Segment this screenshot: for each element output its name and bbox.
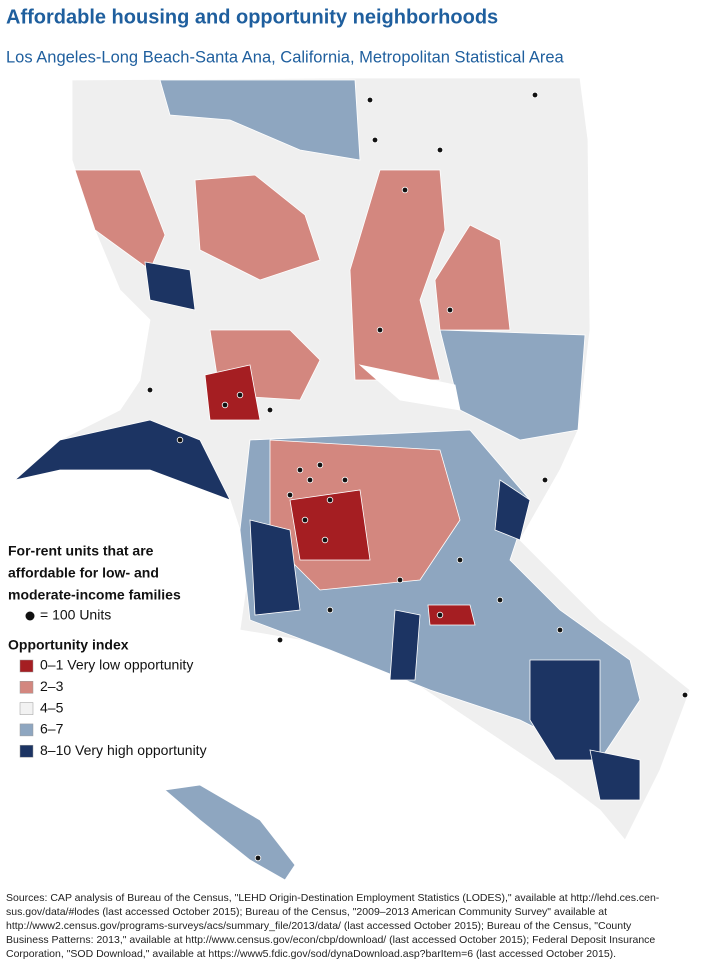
legend-title: For-rent units that are bbox=[8, 543, 154, 559]
legend-label: 0–1 Very low opportunity bbox=[40, 657, 193, 673]
legend-label: 6–7 bbox=[40, 721, 64, 737]
region bbox=[159, 79, 361, 161]
source-line: http://www2.census.gov/programs-surveys/… bbox=[6, 920, 632, 932]
legend-title: moderate-income families bbox=[8, 587, 181, 603]
map bbox=[13, 77, 691, 881]
sources: Sources: CAP analysis of Bureau of the C… bbox=[6, 892, 660, 960]
region bbox=[494, 479, 531, 541]
legend-swatch bbox=[19, 723, 34, 737]
title: Affordable housing and opportunity neigh… bbox=[6, 6, 498, 28]
unit-dots bbox=[146, 91, 689, 862]
region bbox=[74, 169, 166, 271]
dot-symbol bbox=[25, 611, 35, 621]
legend-swatch bbox=[19, 702, 34, 715]
region bbox=[289, 489, 371, 561]
region bbox=[249, 519, 301, 616]
index-title: Opportunity index bbox=[8, 637, 129, 653]
source-line: sus.gov/data/#lodes (last accessed Octob… bbox=[6, 906, 607, 918]
subtitle: Los Angeles-Long Beach-Santa Ana, Califo… bbox=[6, 48, 564, 66]
legend-label: 2–3 bbox=[40, 678, 64, 694]
legend-swatch bbox=[19, 744, 34, 758]
region bbox=[589, 749, 641, 801]
legend-swatch bbox=[19, 659, 34, 673]
legend-swatch bbox=[19, 681, 34, 694]
region bbox=[194, 174, 321, 281]
dot-label: = 100 Units bbox=[40, 607, 111, 623]
region bbox=[13, 419, 231, 501]
region bbox=[204, 364, 261, 421]
island bbox=[164, 784, 296, 881]
region bbox=[144, 261, 196, 311]
legend-label: 4–5 bbox=[40, 699, 64, 715]
region bbox=[434, 224, 511, 331]
region bbox=[389, 609, 421, 681]
legend: For-rent units that are affordable for l… bbox=[8, 543, 207, 758]
region bbox=[427, 604, 476, 626]
source-line: Sources: CAP analysis of Bureau of the C… bbox=[6, 892, 660, 904]
region bbox=[349, 169, 446, 381]
legend-title: affordable for low- and bbox=[8, 565, 159, 581]
legend-label: 8–10 Very high opportunity bbox=[40, 742, 207, 758]
source-line: Business Patterns: 2013," available at h… bbox=[6, 934, 655, 946]
source-line: Corporation, "SOD Download," available a… bbox=[6, 948, 616, 960]
region bbox=[529, 659, 601, 761]
region bbox=[358, 364, 461, 411]
